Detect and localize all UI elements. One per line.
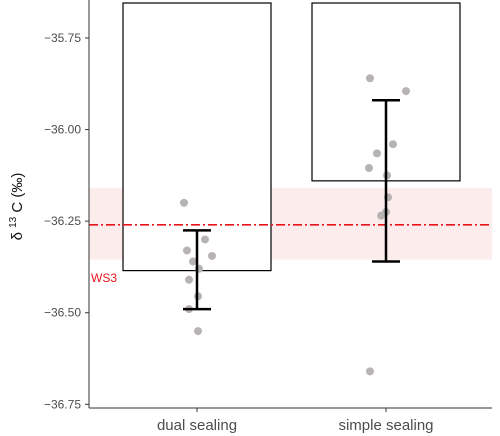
- y-axis-label-delta: δ: [9, 232, 26, 240]
- data-point: [366, 367, 374, 376]
- bar-dual-sealing: [122, 2, 272, 272]
- x-tick-label: dual sealing: [157, 417, 237, 434]
- y-tick-label: −36.00: [44, 123, 81, 137]
- y-tick-label: −36.25: [44, 214, 81, 228]
- data-point: [373, 149, 381, 158]
- y-tick-label: −36.50: [44, 306, 81, 320]
- data-point: [201, 235, 209, 244]
- y-axis-label: δ 13 C (‰): [3, 173, 26, 241]
- data-point: [189, 257, 197, 266]
- data-point: [194, 327, 202, 336]
- x-ticks: dual sealing simple sealing: [157, 408, 434, 434]
- data-point: [183, 246, 191, 255]
- data-point: [377, 211, 385, 220]
- y-axis-label-superscript: 13: [8, 216, 19, 228]
- data-point: [402, 87, 410, 96]
- y-axis-label-rest: C (‰): [9, 173, 26, 213]
- y-tick-label: −35.75: [44, 31, 81, 45]
- data-point: [389, 140, 397, 149]
- bars-layer: [122, 2, 461, 272]
- points-layer: [180, 74, 410, 376]
- errorbars-layer: [183, 99, 400, 311]
- data-point: [180, 198, 188, 207]
- data-point: [185, 275, 193, 284]
- y-tick-label: −36.75: [44, 397, 81, 411]
- data-point: [208, 251, 216, 260]
- x-tick-label: simple sealing: [338, 417, 433, 434]
- axes-layer: [88, 0, 492, 409]
- y-ticks: −35.75 −36.00 −36.25 −36.50 −36.75: [44, 31, 89, 411]
- reference-label: WS3: [91, 271, 117, 285]
- data-point: [366, 74, 374, 83]
- data-point: [365, 164, 373, 173]
